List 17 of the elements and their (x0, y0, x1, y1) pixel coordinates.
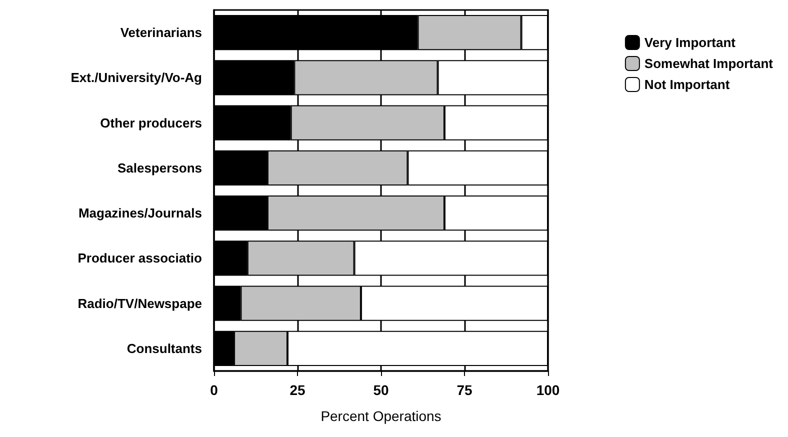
x-tick-label: 50 (373, 382, 389, 398)
y-tick-label: Producer associatio (78, 250, 202, 266)
legend-label: Not Important (644, 77, 730, 92)
y-tick-label: Other producers (100, 115, 202, 130)
y-tick-label: Ext./University/Vo-Ag (70, 70, 202, 86)
y-tick-label: Veterinarians (120, 25, 202, 40)
legend-label: Somewhat Important (644, 56, 774, 71)
x-tick-label: 0 (210, 382, 218, 398)
y-tick-label: Magazines/Journals (78, 206, 202, 221)
x-tick-label: 75 (456, 382, 472, 398)
y-tick-label: Salespersons (117, 160, 202, 176)
x-tick-label: 25 (290, 382, 306, 398)
y-tick-label: Radio/TV/Newspape (78, 296, 202, 311)
x-axis-title: Percent Operations (320, 408, 442, 424)
x-tick-label: 100 (536, 382, 560, 398)
y-tick-label: Consultants (126, 340, 202, 356)
legend-label: Very Important (644, 35, 736, 50)
